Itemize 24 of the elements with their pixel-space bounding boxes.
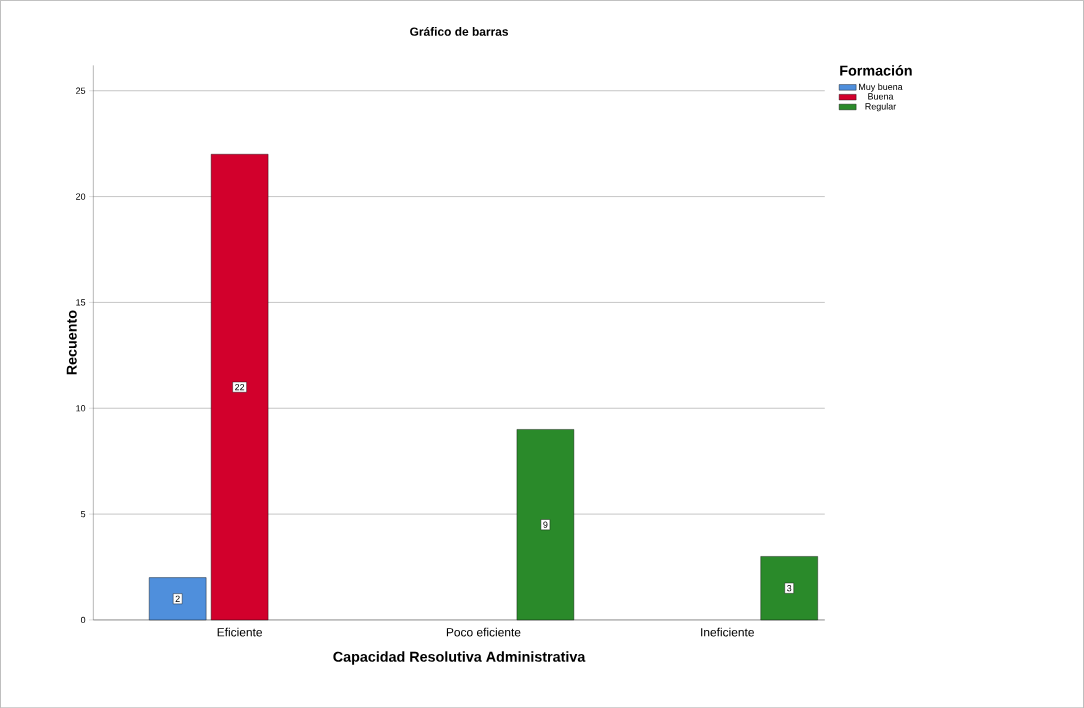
y-axis-title: Recuento <box>66 310 77 375</box>
y-tick-label: 0 <box>80 616 86 623</box>
legend-title: Formación <box>840 64 912 76</box>
data-label: 22 <box>235 383 245 391</box>
x-tick-label: Eficiente <box>217 627 262 637</box>
legend-label: Regular <box>865 102 897 112</box>
data-label: 9 <box>543 521 548 528</box>
x-tick-label: Poco eficiente <box>446 627 521 637</box>
y-tick-label: 15 <box>76 299 86 306</box>
y-tick-label: 5 <box>80 510 86 518</box>
bar <box>516 429 575 621</box>
bar <box>210 153 269 621</box>
x-tick-label: Ineficiente <box>701 627 754 637</box>
data-label: 3 <box>787 584 792 592</box>
legend-label: Buena <box>868 93 894 100</box>
y-tick-label: 25 <box>76 87 86 94</box>
x-axis-title: Capacidad Resolutiva Administrativa <box>333 651 586 665</box>
y-tick-label: 20 <box>76 193 86 200</box>
bar <box>149 577 207 621</box>
bar <box>760 556 818 621</box>
legend-label: Muy buena <box>859 83 903 92</box>
data-label: 2 <box>175 595 180 602</box>
y-tick-label: 10 <box>76 404 86 412</box>
chart-title: Gráfico de barras <box>410 26 509 36</box>
